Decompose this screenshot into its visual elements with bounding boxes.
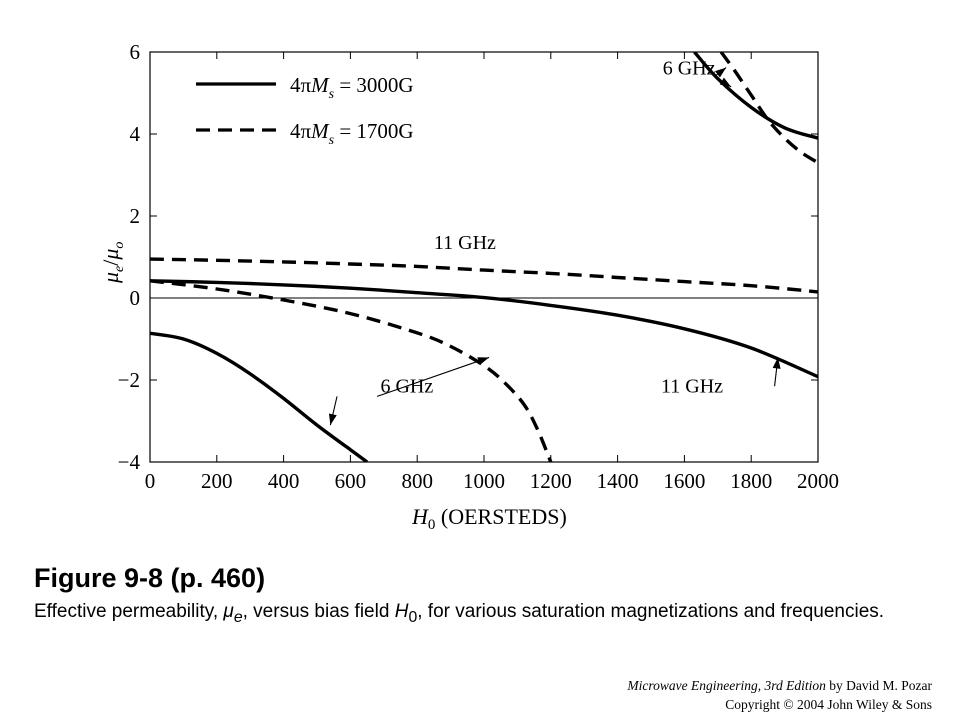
legend-label-solid: 4πMs = 3000G — [290, 73, 414, 102]
x-tick-label: 400 — [268, 469, 300, 493]
arrow-head — [772, 357, 781, 369]
book-credit: Microwave Engineering, 3rd Edition by Da… — [627, 676, 932, 714]
x-tick-label: 800 — [401, 469, 433, 493]
x-tick-label: 0 — [145, 469, 156, 493]
x-tick-label: 1200 — [530, 469, 572, 493]
series-line — [150, 279, 818, 379]
x-tick-label: 600 — [335, 469, 367, 493]
arrow — [376, 356, 490, 397]
y-tick-label: 2 — [130, 204, 141, 228]
x-tick-label: 1400 — [597, 469, 639, 493]
book-title: Microwave Engineering, 3rd Edition — [627, 678, 826, 693]
series-line — [693, 52, 818, 140]
x-tick-label: 200 — [201, 469, 233, 493]
copyright-notice: Copyright © 2004 John Wiley & Sons — [725, 697, 932, 712]
series-line — [150, 279, 553, 462]
x-tick-label: 2000 — [797, 469, 839, 493]
legend: 4πMs = 3000G 4πMs = 1700G — [196, 73, 414, 148]
y-tick-label: −4 — [118, 450, 141, 474]
y-axis-label: μe/μo — [98, 242, 127, 284]
plot-frame — [149, 51, 819, 463]
y-tick-label: −2 — [118, 368, 140, 392]
x-tick-label: 1600 — [663, 469, 705, 493]
arrow-head — [719, 77, 732, 87]
book-author: by David M. Pozar — [825, 678, 932, 693]
x-tick-label: 1800 — [730, 469, 772, 493]
chart-annotation: 6 GHz — [663, 58, 716, 80]
plot-border — [149, 51, 819, 463]
arrow-head — [328, 413, 337, 426]
chart-annotation: 11 GHz — [434, 232, 496, 254]
series-line — [150, 257, 818, 294]
figure-caption: Figure 9-8 (p. 460) Effective permeabili… — [34, 563, 934, 631]
caption-title: Figure 9-8 (p. 460) — [34, 563, 266, 593]
series-layer — [150, 52, 818, 462]
y-tick-label: 6 — [130, 40, 141, 64]
caption-body: Effective permeability, μe, versus bias … — [34, 601, 885, 626]
x-axis-label: H0 (OERSTEDS) — [411, 504, 567, 533]
axis-ticks: 0 200 400 600 800 1000 1200 1400 1600 1800 2000 6 4 2… — [118, 40, 839, 493]
series-line — [719, 52, 818, 165]
arrow-head — [477, 357, 490, 365]
chart: 0 200 400 600 800 1000 1200 1400 1600 1800 2000 6 4 2… — [98, 40, 839, 533]
y-tick-label: 4 — [130, 122, 141, 146]
x-tick-label: 1000 — [463, 469, 505, 493]
series-line — [150, 331, 369, 462]
y-tick-label: 0 — [130, 286, 141, 310]
chart-annotation: 11 GHz — [661, 375, 723, 397]
legend-label-dashed: 4πMs = 1700G — [290, 119, 414, 148]
arrow-head — [714, 67, 727, 78]
